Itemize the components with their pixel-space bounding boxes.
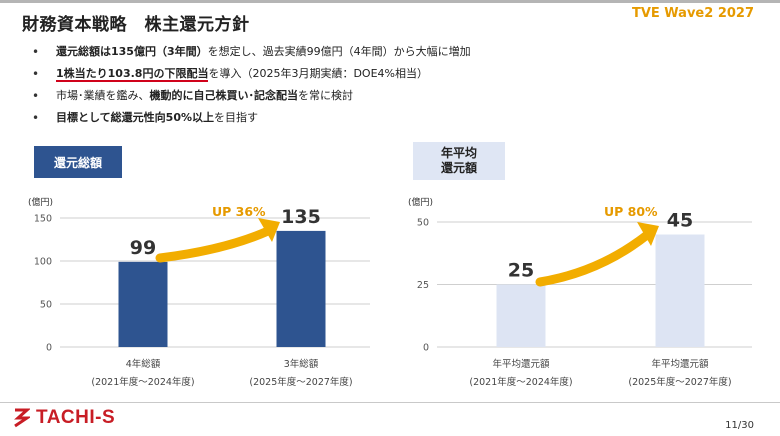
bullet-text: を常に検討	[298, 89, 353, 102]
page-number: 11/30	[725, 420, 754, 431]
company-logo: TACHI-S	[12, 407, 115, 429]
bullet-text: を目指す	[214, 111, 258, 124]
bullet-text: 市場･業績を鑑み、	[56, 89, 150, 102]
bar-value-label: 45	[667, 210, 693, 232]
growth-arrow-head-icon	[637, 222, 659, 246]
bar-value-label: 135	[281, 206, 321, 228]
bullet-list: 還元総額は135億円（3年間）を想定し、過去実績99億円（4年間）から大幅に増加…	[32, 42, 732, 130]
y-tick-label: 50	[40, 300, 52, 311]
footer-divider	[0, 402, 780, 403]
y-tick-label: 50	[417, 218, 429, 229]
growth-arrow-icon	[155, 226, 273, 263]
bullet-text: 機動的に自己株買い･記念配当	[149, 89, 299, 102]
y-tick-label: 100	[34, 257, 52, 268]
x-category-sublabel: (2021年度～2024年度)	[91, 376, 194, 388]
bar	[276, 230, 326, 347]
bar	[496, 284, 546, 347]
page-title: 財務資本戦略 株主還元方針	[22, 15, 250, 35]
x-category-label: 年平均還元額	[492, 358, 550, 370]
bar-value-label: 99	[130, 237, 156, 259]
bullet-text: 目標として総還元性向50%以上	[56, 111, 214, 124]
right-panel-label-line2: 還元額	[440, 161, 477, 175]
bullet-text: 1株当たり103.8円の下限配当	[56, 67, 209, 82]
bar	[655, 234, 705, 347]
bullet-text: を導入（2025年3月期実績：DOE4%相当）	[208, 67, 428, 80]
bullet-item: 目標として総還元性向50%以上を目指す	[32, 108, 732, 130]
x-category-label: 3年総額	[284, 358, 319, 370]
right-panel-label: 年平均 還元額	[413, 142, 505, 180]
bullet-item: 1株当たり103.8円の下限配当を導入（2025年3月期実績：DOE4%相当）	[32, 64, 732, 86]
growth-annotation: UP 80%	[604, 204, 658, 219]
x-category-sublabel: (2025年度～2027年度)	[628, 376, 731, 388]
x-category-label: 年平均還元額	[651, 358, 709, 370]
y-axis-label: (億円)	[28, 196, 53, 208]
growth-annotation: UP 36%	[212, 204, 266, 219]
top-border	[0, 0, 780, 3]
x-category-label: 4年総額	[126, 358, 161, 370]
logo-text: TACHI-S	[36, 407, 116, 428]
growth-arrow-head-icon	[258, 218, 280, 242]
bullet-text: を想定し、過去実績99億円（4年間）から大幅に増加	[207, 45, 471, 58]
right-panel-label-line1: 年平均	[440, 146, 477, 160]
x-category-sublabel: (2025年度～2027年度)	[249, 376, 352, 388]
y-tick-label: 25	[417, 280, 429, 291]
bullet-item: 市場･業績を鑑み、機動的に自己株買い･記念配当を常に検討	[32, 86, 732, 108]
left-panel-label: 還元総額	[34, 146, 122, 178]
y-tick-label: 0	[423, 343, 429, 354]
growth-arrow-icon	[535, 230, 652, 287]
bullet-item: 還元総額は135億円（3年間）を想定し、過去実績99億円（4年間）から大幅に増加	[32, 42, 732, 64]
header-tag: TVE Wave2 2027	[631, 6, 754, 21]
y-axis-label: (億円)	[408, 196, 433, 208]
bar	[118, 261, 168, 347]
logo-mark-icon	[14, 408, 30, 428]
y-tick-label: 0	[46, 343, 52, 354]
bar-value-label: 25	[508, 260, 534, 282]
bullet-text: 還元総額は135億円（3年間）	[56, 45, 208, 58]
y-tick-label: 150	[34, 214, 52, 225]
x-category-sublabel: (2021年度～2024年度)	[469, 376, 572, 388]
